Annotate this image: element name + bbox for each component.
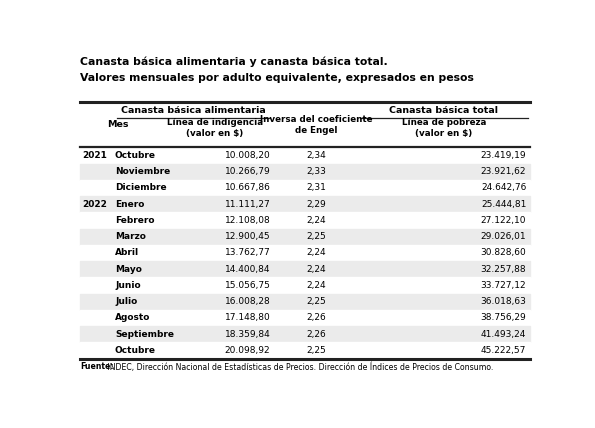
Bar xyxy=(80,245,530,261)
Text: 17.148,80: 17.148,80 xyxy=(224,313,270,322)
Text: Octubre: Octubre xyxy=(115,346,156,355)
Text: Mes: Mes xyxy=(107,120,129,129)
Text: Mayo: Mayo xyxy=(115,265,142,273)
Text: 32.257,88: 32.257,88 xyxy=(481,265,526,273)
Text: 2,25: 2,25 xyxy=(306,297,326,306)
Text: 12.108,08: 12.108,08 xyxy=(224,216,270,225)
Text: Diciembre: Diciembre xyxy=(115,183,167,192)
Text: 30.828,60: 30.828,60 xyxy=(481,248,526,257)
Bar xyxy=(80,310,530,326)
Text: Canasta básica total: Canasta básica total xyxy=(390,107,499,116)
Text: 2,29: 2,29 xyxy=(306,199,326,208)
Text: 2,26: 2,26 xyxy=(306,313,326,322)
Bar xyxy=(80,326,530,342)
Text: 20.098,92: 20.098,92 xyxy=(225,346,270,355)
Text: 33.727,12: 33.727,12 xyxy=(481,281,526,290)
Text: 45.222,57: 45.222,57 xyxy=(481,346,526,355)
Bar xyxy=(80,212,530,229)
Text: 2,24: 2,24 xyxy=(306,216,326,225)
Text: 27.122,10: 27.122,10 xyxy=(481,216,526,225)
Bar xyxy=(80,229,530,245)
Bar xyxy=(80,180,530,196)
Text: 2,24: 2,24 xyxy=(306,281,326,290)
Text: Julio: Julio xyxy=(115,297,137,306)
Text: 2,33: 2,33 xyxy=(306,167,327,176)
Bar xyxy=(80,102,530,147)
Text: 23.921,62: 23.921,62 xyxy=(481,167,526,176)
Text: 2,31: 2,31 xyxy=(306,183,327,192)
Text: INDEC, Dirección Nacional de Estadísticas de Precios. Dirección de Índices de Pr: INDEC, Dirección Nacional de Estadística… xyxy=(105,363,494,372)
Text: 2,34: 2,34 xyxy=(306,151,326,160)
Text: Noviembre: Noviembre xyxy=(115,167,170,176)
Text: 2022: 2022 xyxy=(82,199,107,208)
Text: Valores mensuales por adulto equivalente, expresados en pesos: Valores mensuales por adulto equivalente… xyxy=(80,74,474,83)
Text: 2,24: 2,24 xyxy=(306,265,326,273)
Bar xyxy=(80,163,530,180)
Text: 11.111,27: 11.111,27 xyxy=(224,199,270,208)
Text: Abril: Abril xyxy=(115,248,139,257)
Bar xyxy=(80,147,530,163)
Text: 29.026,01: 29.026,01 xyxy=(481,232,526,241)
Text: 36.018,63: 36.018,63 xyxy=(480,297,526,306)
Text: 41.493,24: 41.493,24 xyxy=(481,330,526,339)
Text: Agosto: Agosto xyxy=(115,313,151,322)
Text: 16.008,28: 16.008,28 xyxy=(224,297,270,306)
Text: 10.266,79: 10.266,79 xyxy=(224,167,270,176)
Text: Canasta básica alimentaria: Canasta básica alimentaria xyxy=(121,107,266,116)
Text: 14.400,84: 14.400,84 xyxy=(225,265,270,273)
Text: 2021: 2021 xyxy=(82,151,107,160)
Text: 12.900,45: 12.900,45 xyxy=(225,232,270,241)
Text: Septiembre: Septiembre xyxy=(115,330,174,339)
Text: 2,25: 2,25 xyxy=(306,232,326,241)
Text: Línea de pobreza
(valor en $): Línea de pobreza (valor en $) xyxy=(402,119,486,139)
Text: Marzo: Marzo xyxy=(115,232,146,241)
Text: 10.667,86: 10.667,86 xyxy=(224,183,270,192)
Text: Fuente:: Fuente: xyxy=(80,363,114,372)
Text: 2,24: 2,24 xyxy=(306,248,326,257)
Text: 23.419,19: 23.419,19 xyxy=(481,151,526,160)
Text: 38.756,29: 38.756,29 xyxy=(481,313,526,322)
Text: Inversa del coeficiente
de Engel: Inversa del coeficiente de Engel xyxy=(260,115,372,135)
Text: 25.444,81: 25.444,81 xyxy=(481,199,526,208)
Bar xyxy=(80,342,530,359)
Text: 2,25: 2,25 xyxy=(306,346,326,355)
Bar xyxy=(80,294,530,310)
Bar xyxy=(80,277,530,294)
Text: 10.008,20: 10.008,20 xyxy=(224,151,270,160)
Bar xyxy=(80,261,530,277)
Bar xyxy=(80,196,530,212)
Text: Canasta básica alimentaria y canasta básica total.: Canasta básica alimentaria y canasta bás… xyxy=(80,56,388,67)
Text: Junio: Junio xyxy=(115,281,140,290)
Text: 15.056,75: 15.056,75 xyxy=(224,281,270,290)
Text: Línea de indigencia
(valor en $): Línea de indigencia (valor en $) xyxy=(167,119,263,139)
Text: Enero: Enero xyxy=(115,199,145,208)
Text: Febrero: Febrero xyxy=(115,216,155,225)
Text: Octubre: Octubre xyxy=(115,151,156,160)
Text: 18.359,84: 18.359,84 xyxy=(224,330,270,339)
Text: 2,26: 2,26 xyxy=(306,330,326,339)
Text: 13.762,77: 13.762,77 xyxy=(224,248,270,257)
Text: 24.642,76: 24.642,76 xyxy=(481,183,526,192)
